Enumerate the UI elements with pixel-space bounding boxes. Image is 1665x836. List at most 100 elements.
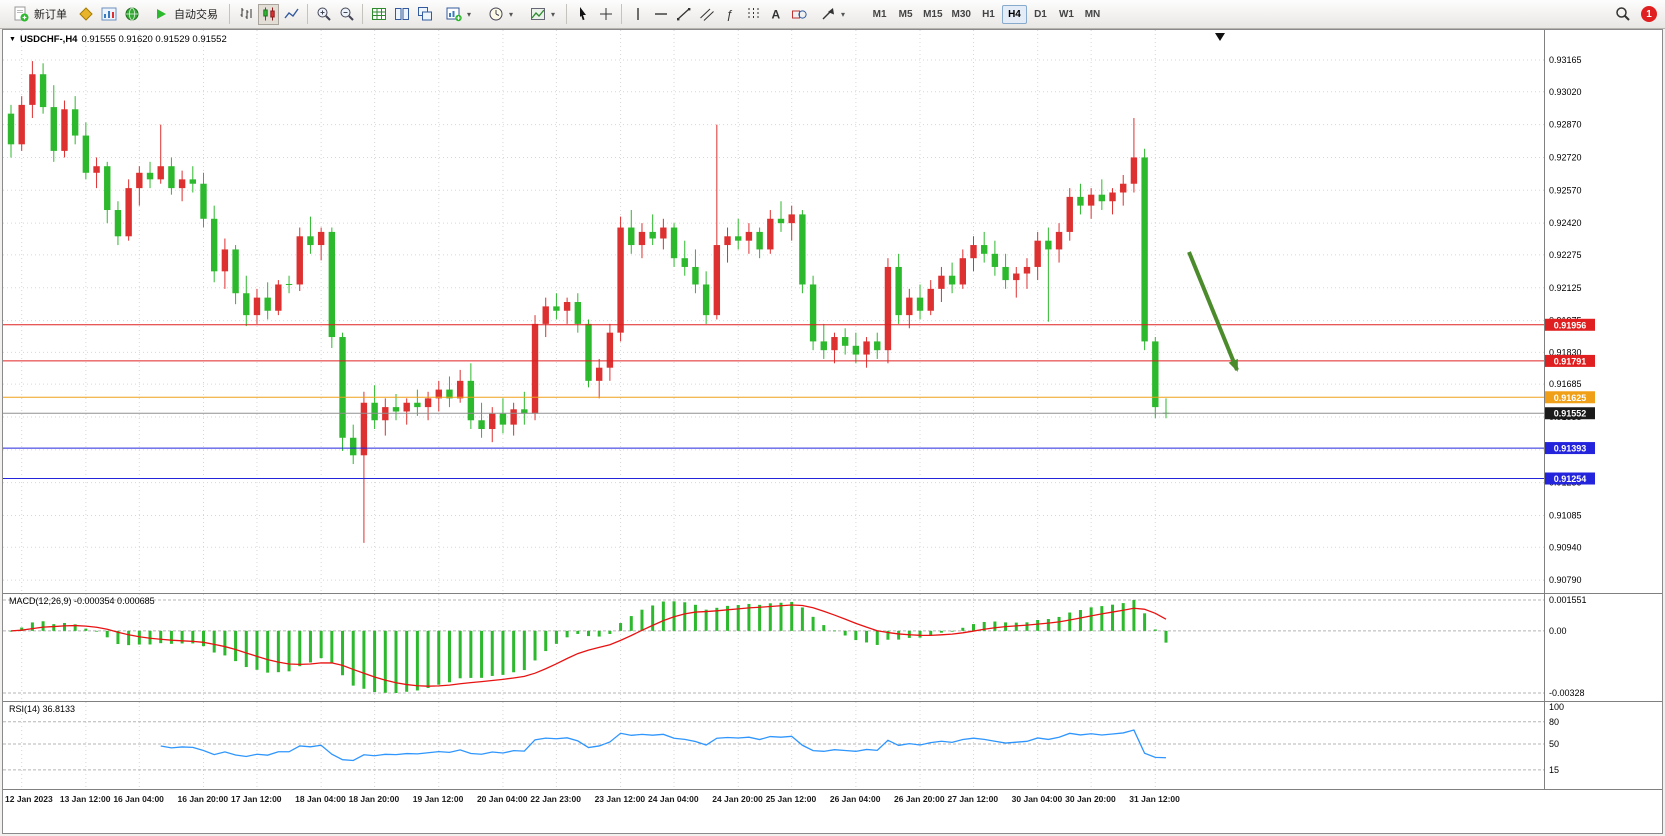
arrow-tool-icon (817, 4, 838, 25)
chevron-down-icon: ▾ (509, 9, 514, 19)
macd-indicator-label: MACD(12,26,9) -0.000354 0.000685 (9, 596, 155, 606)
svg-text:0.92870: 0.92870 (1549, 120, 1582, 130)
new-chart-button[interactable]: ▾ (437, 3, 477, 25)
svg-text:ƒ: ƒ (726, 8, 733, 22)
rsi-pane[interactable]: 100 80 50 15 (3, 701, 1662, 789)
horizontal-price-lines[interactable] (3, 324, 1544, 480)
chart-window: ▼ USDCHF-,H4 0.91555 0.91620 0.91529 0.9… (2, 29, 1663, 834)
timeframe-button-w1[interactable]: W1 (1054, 5, 1079, 24)
svg-text:A: A (771, 8, 780, 22)
timeframe-button-m1[interactable]: M1 (867, 5, 892, 24)
grid-icon[interactable] (368, 4, 389, 25)
cycle-lines-tool-icon[interactable] (742, 4, 763, 25)
macd-axis-label: -0.00328 (1549, 688, 1585, 698)
timeframe-button-h1[interactable]: H1 (976, 5, 1001, 24)
time-axis-label: 31 Jan 12:00 (1129, 794, 1180, 804)
symbol-label: USDCHF-,H4 (19, 34, 78, 45)
zoom-out-icon[interactable] (336, 4, 357, 25)
timeframe-button-m5[interactable]: M5 (893, 5, 918, 24)
time-axis-label: 16 Jan 04:00 (113, 794, 164, 804)
toolbar-separator (566, 4, 568, 24)
fibonacci-tool-icon[interactable]: ƒ (719, 4, 740, 25)
time-axis-label: 30 Jan 04:00 (1011, 794, 1063, 804)
price-line-label: 0.91552 (1545, 407, 1595, 420)
arrow-tools-button[interactable]: ▾ (811, 3, 851, 25)
crosshair-icon[interactable] (595, 4, 616, 25)
horizontal-line-tool-icon[interactable] (650, 4, 671, 25)
macd-pane[interactable]: 0.001551 0.00 -0.00328 (3, 593, 1662, 701)
toolbar-separator (362, 4, 363, 24)
time-axis-label: 26 Jan 20:00 (894, 794, 945, 804)
time-axis-label: 27 Jan 12:00 (947, 794, 999, 804)
template-icon (527, 4, 548, 25)
chevron-down-icon: ▾ (841, 9, 846, 19)
period-button[interactable]: ▾ (479, 3, 519, 25)
price-line-label: 0.91791 (1545, 354, 1595, 367)
macd-histogram (9, 600, 1168, 693)
toolbar-separator (621, 4, 623, 24)
time-axis-label: 22 Jan 23:00 (530, 794, 581, 804)
notification-badge[interactable]: 1 (1641, 6, 1657, 22)
svg-text:0.91685: 0.91685 (1549, 379, 1582, 389)
svg-text:0.91791: 0.91791 (1554, 356, 1587, 366)
cascade-windows-icon[interactable] (414, 4, 435, 25)
line-chart-icon[interactable] (281, 4, 302, 25)
auto-trading-icon (150, 4, 171, 25)
time-axis-label: 26 Jan 04:00 (829, 794, 881, 804)
new-order-icon (10, 4, 31, 25)
time-axis-label: 24 Jan 04:00 (648, 794, 699, 804)
candlesticks (7, 61, 1170, 543)
auto-trading-button[interactable]: 自动交易 (144, 3, 224, 25)
svg-text:0.92570: 0.92570 (1549, 185, 1582, 195)
svg-text:0.91254: 0.91254 (1554, 474, 1587, 484)
time-axis-label: 25 Jan 12:00 (765, 794, 817, 804)
text-tool-icon[interactable]: A (765, 4, 786, 25)
timeframe-button-mn[interactable]: MN (1080, 5, 1105, 24)
time-axis[interactable]: 12 Jan 2023 13 Jan 12:00 16 Jan 04:00 16 Ja… (3, 789, 1662, 833)
rsi-axis-label: 15 (1549, 765, 1559, 775)
price-grid (3, 30, 1544, 593)
shapes-tool-icon[interactable] (788, 4, 809, 25)
chart-symbol-header: ▼ USDCHF-,H4 0.91555 0.91620 0.91529 0.9… (9, 34, 227, 45)
shift-end-marker[interactable] (1215, 33, 1225, 41)
auto-trading-label: 自动交易 (174, 9, 218, 21)
time-axis-label: 19 Jan 12:00 (412, 794, 464, 804)
tile-windows-icon[interactable] (391, 4, 412, 25)
market-watch-icon[interactable] (75, 4, 96, 25)
zoom-in-icon[interactable] (313, 4, 334, 25)
toolbar-separator (229, 4, 230, 24)
svg-text:0.92420: 0.92420 (1549, 218, 1582, 228)
vertical-line-tool-icon[interactable] (627, 4, 648, 25)
chevron-down-icon: ▾ (551, 9, 556, 19)
price-line-label: 0.91254 (1545, 472, 1595, 485)
timeframe-button-m15[interactable]: M15 (919, 5, 946, 24)
price-line-label: 0.91393 (1545, 442, 1595, 455)
timeframe-button-m30[interactable]: M30 (948, 5, 975, 24)
price-pane[interactable]: 0.93165 0.93020 0.92870 0.92720 0.92570 0.924… (3, 30, 1662, 593)
navigator-icon[interactable] (121, 4, 142, 25)
chevron-down-icon: ▾ (467, 9, 472, 19)
template-button[interactable]: ▾ (521, 3, 561, 25)
symbol-collapse-icon[interactable]: ▼ (9, 36, 16, 43)
search-icon[interactable] (1612, 4, 1633, 25)
svg-text:0.90790: 0.90790 (1549, 575, 1582, 585)
svg-text:0.91552: 0.91552 (1554, 409, 1587, 419)
rsi-line (160, 729, 1167, 762)
price-line-label: 0.91956 (1545, 318, 1595, 331)
cursor-icon[interactable] (572, 4, 593, 25)
time-axis-label: 18 Jan 04:00 (295, 794, 346, 804)
channel-tool-icon[interactable] (696, 4, 717, 25)
candlestick-chart-icon[interactable] (258, 3, 279, 25)
rsi-indicator-label: RSI(14) 36.8133 (9, 704, 76, 714)
new-order-button[interactable]: 新订单 (4, 3, 73, 25)
rsi-axis-label: 80 (1549, 717, 1559, 727)
bar-chart-icon[interactable] (235, 4, 256, 25)
new-order-label: 新订单 (34, 9, 67, 21)
data-window-icon[interactable] (98, 4, 119, 25)
trendline-tool-icon[interactable] (673, 4, 694, 25)
price-line-label: 0.91625 (1545, 391, 1595, 404)
svg-text:0.91830: 0.91830 (1549, 347, 1582, 357)
timeframe-button-h4[interactable]: H4 (1001, 4, 1027, 24)
timeframe-button-d1[interactable]: D1 (1028, 5, 1053, 24)
annotation-arrow[interactable] (1187, 251, 1239, 372)
